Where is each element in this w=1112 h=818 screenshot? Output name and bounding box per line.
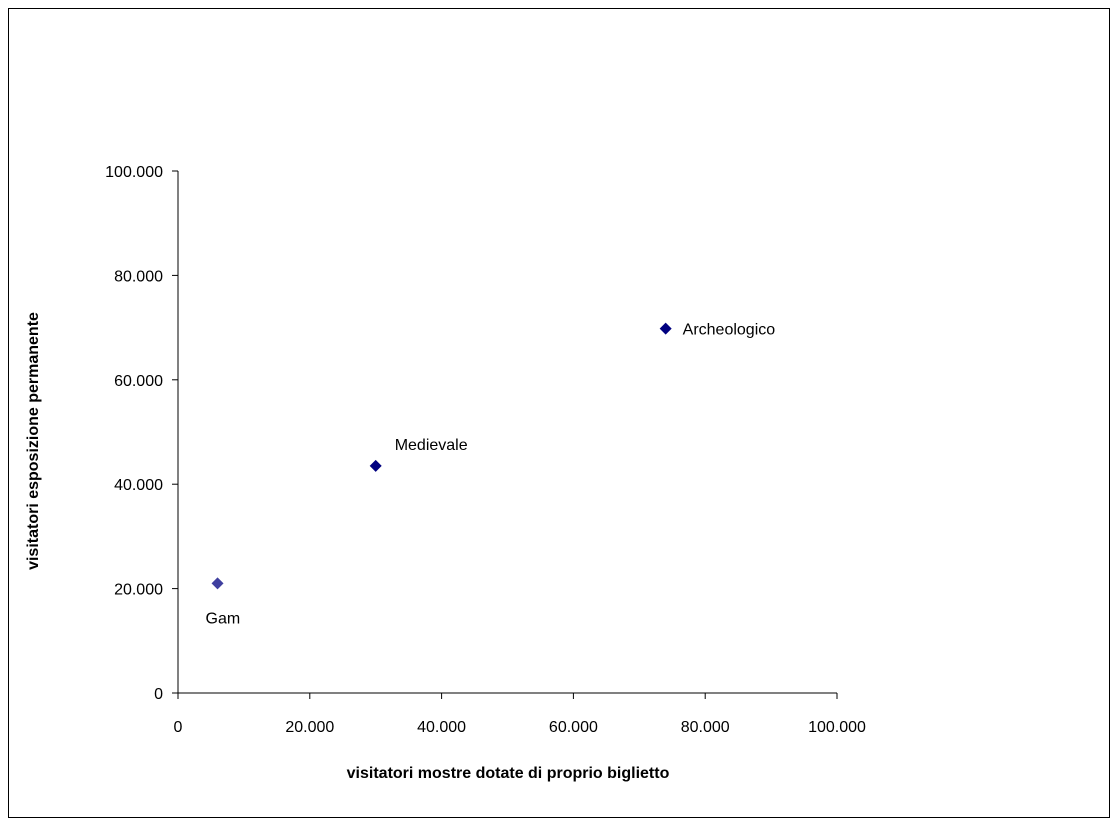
x-tick-label: 0 (174, 719, 183, 736)
point-labels: Gam Medievale Archeologico (206, 322, 776, 628)
y-tick-label: 40.000 (114, 477, 163, 494)
data-point-gam (211, 577, 224, 590)
x-tick-label: 80.000 (681, 719, 730, 736)
data-point-medievale (369, 459, 382, 472)
x-tick-label: 100.000 (808, 719, 866, 736)
data-point-archeologico (659, 322, 672, 335)
point-label-medievale: Medievale (395, 437, 468, 454)
y-tick-label: 80.000 (114, 268, 163, 285)
x-tick-label: 60.000 (549, 719, 598, 736)
scatter-chart: 0 20.000 40.000 60.000 80.000 100.000 0 20.000 4… (25, 164, 866, 782)
x-axis-title: visitatori mostre dotate di proprio bigl… (347, 765, 670, 782)
x-tick-label: 20.000 (285, 719, 334, 736)
y-tick-label: 100.000 (105, 164, 163, 181)
y-tick-label: 0 (154, 686, 163, 703)
axes (177, 171, 837, 694)
point-label-gam: Gam (206, 610, 241, 627)
data-points (211, 322, 672, 590)
y-tick-label: 60.000 (114, 373, 163, 390)
y-tick-label: 20.000 (114, 582, 163, 599)
y-axis-title: visitatori esposizione permanente (25, 312, 42, 570)
tick-labels: 0 20.000 40.000 60.000 80.000 100.000 0 20.000 4… (105, 164, 866, 736)
x-tick-label: 40.000 (417, 719, 466, 736)
tick-marks (172, 170, 838, 699)
point-label-archeologico: Archeologico (683, 322, 776, 339)
